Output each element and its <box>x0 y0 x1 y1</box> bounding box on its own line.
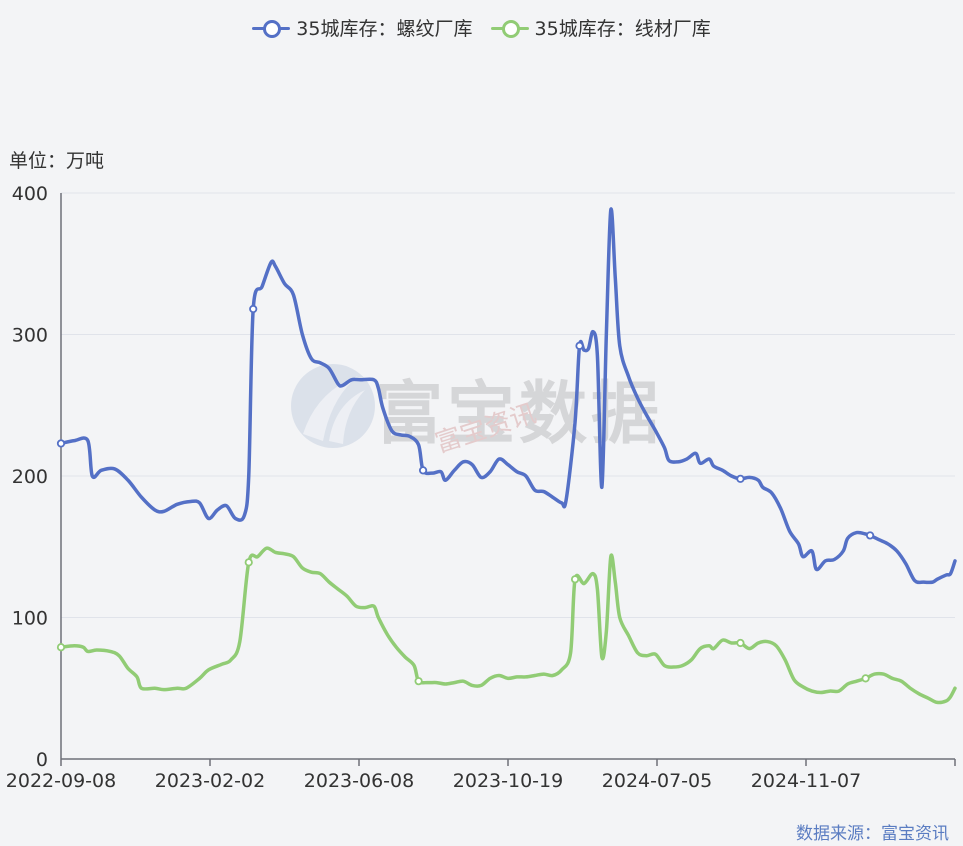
data-point <box>418 466 428 475</box>
data-point <box>736 474 745 483</box>
y-tick-label: 300 <box>12 325 48 347</box>
x-tick-label: 2023-10-19 <box>453 770 563 792</box>
y-axis-unit-label: 单位：万吨 <box>9 150 105 172</box>
series-line-0 <box>59 207 957 585</box>
data-point <box>414 677 423 686</box>
legend-line-circle-icon <box>490 19 529 38</box>
x-tick-label: 2022-09-08 <box>6 770 116 792</box>
x-tick-label: 2024-11-07 <box>751 770 861 792</box>
y-tick-label: 0 <box>36 749 48 771</box>
series-markers <box>56 304 875 686</box>
y-tick-label: 400 <box>12 183 48 205</box>
legend-line-circle-icon <box>252 19 291 38</box>
data-point <box>570 575 580 584</box>
x-tick-label: 2023-06-08 <box>304 770 414 792</box>
data-point <box>736 638 745 648</box>
series-line-1 <box>59 546 957 705</box>
data-point <box>244 558 253 567</box>
grid-lines <box>61 192 955 618</box>
y-tick-label: 200 <box>12 466 48 488</box>
data-source-note: 数据来源：富宝资讯 <box>796 824 949 844</box>
legend: 35城库存：螺纹厂库 35城库存：线材厂库 <box>0 14 963 41</box>
data-point <box>861 674 870 683</box>
x-tick-label: 2023-02-02 <box>155 770 265 792</box>
data-point <box>249 304 258 314</box>
data-point <box>575 341 584 350</box>
data-point <box>56 643 66 652</box>
legend-item-wire-rod[interactable]: 35城库存：线材厂库 <box>490 14 711 41</box>
legend-item-rebar[interactable]: 35城库存：螺纹厂库 <box>252 14 472 41</box>
data-point <box>865 531 875 540</box>
data-point <box>56 439 66 448</box>
x-tick-label: 2024-07-05 <box>602 770 712 792</box>
series-lines <box>59 207 957 705</box>
y-tick-label: 100 <box>12 608 48 630</box>
legend-label-wire-rod: 35城库存：线材厂库 <box>534 18 711 40</box>
legend-label-rebar: 35城库存：螺纹厂库 <box>296 18 473 40</box>
axes: 0 100 200 300 400 2022-09-08 2023-02-02 2023-06… <box>6 183 956 792</box>
